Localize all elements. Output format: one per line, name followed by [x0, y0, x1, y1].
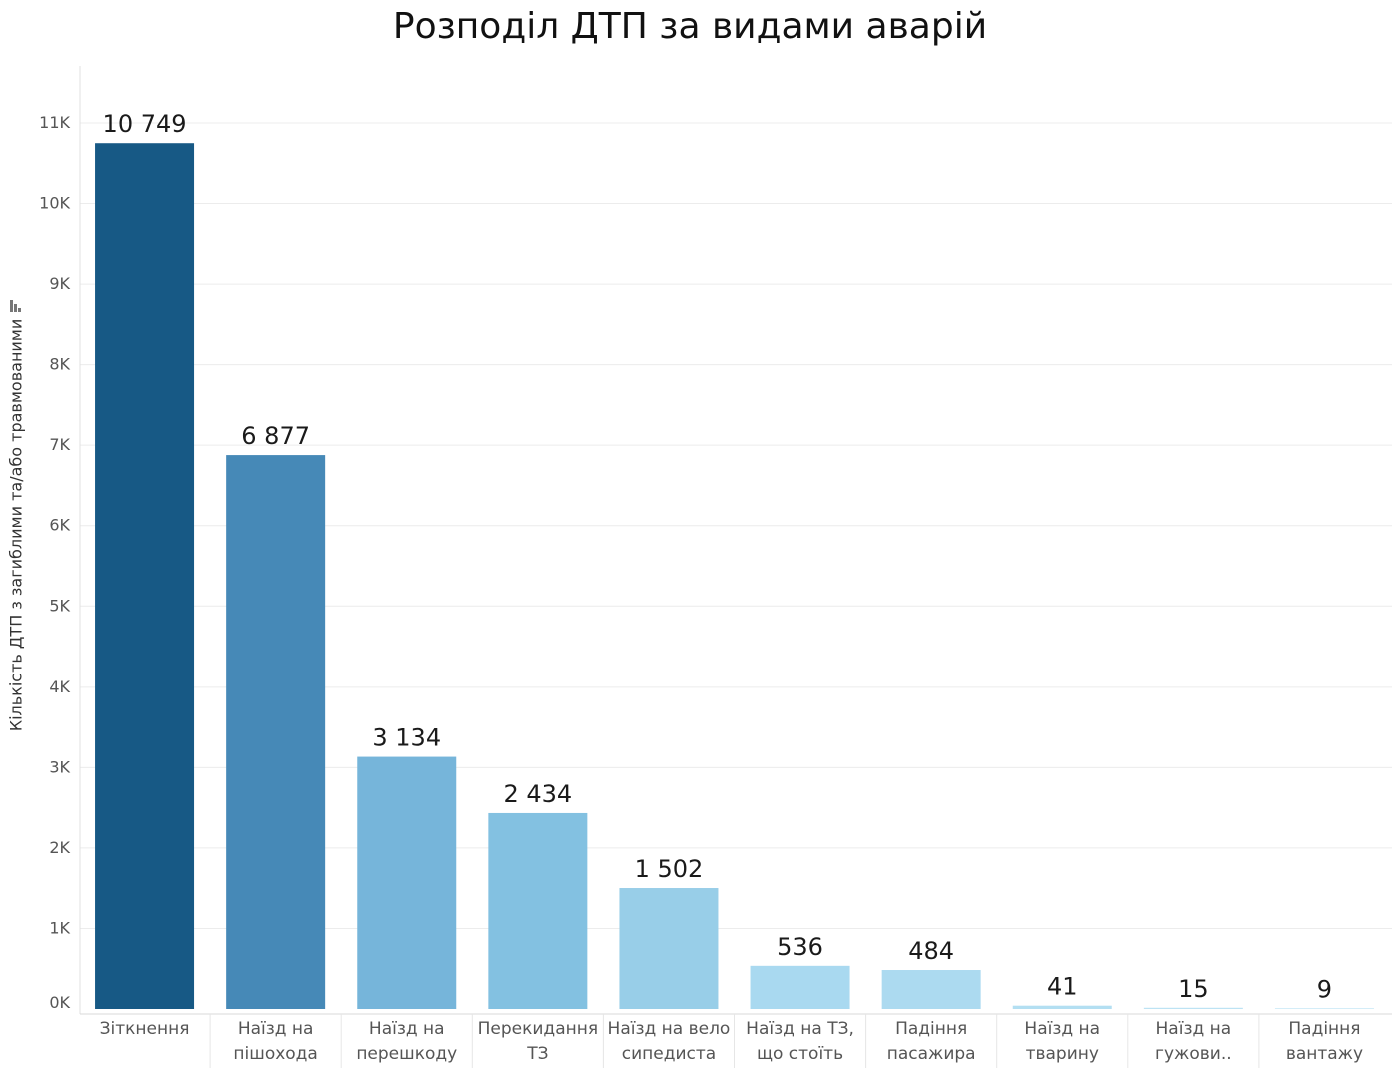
bar [357, 756, 457, 1009]
data-label: 1 502 [635, 855, 704, 883]
x-tick-label: Наїзд на [238, 1019, 314, 1039]
x-tick-label: тварину [1026, 1044, 1099, 1064]
y-tick-label: 6K [49, 516, 70, 535]
x-tick-label: пішохода [233, 1044, 317, 1064]
y-tick-label: 5K [49, 596, 70, 615]
bar [95, 143, 195, 1009]
data-label: 536 [777, 933, 823, 961]
y-tick-label: 10K [39, 194, 70, 213]
y-tick-label: 3K [49, 757, 70, 776]
x-tick-label: Зіткнення [100, 1019, 190, 1039]
x-tick-label: Наїзд на [1156, 1019, 1232, 1039]
y-tick-label: 7K [49, 435, 70, 454]
data-label: 41 [1047, 973, 1078, 1001]
x-tick-label: Падіння [1288, 1019, 1360, 1039]
data-label: 6 877 [241, 422, 310, 450]
x-tick-label: пасажира [887, 1044, 976, 1064]
bar [881, 970, 981, 1009]
x-tick-label: Наїзд на ТЗ, [746, 1019, 854, 1039]
y-tick-label: 2K [49, 838, 70, 857]
bar [1274, 1008, 1374, 1009]
y-tick-label: 9K [49, 274, 70, 293]
x-tick-label: вантажу [1286, 1044, 1363, 1064]
x-tick-label: Наїзд на [369, 1019, 445, 1039]
x-tick-label: Наїзд на вело [608, 1019, 731, 1039]
chart-title: Розподіл ДТП за видами аварій [392, 6, 988, 47]
y-tick-label: 11K [39, 113, 70, 132]
bar [619, 888, 719, 1009]
x-tick-label: Падіння [895, 1019, 967, 1039]
y-tick-label: 4K [49, 677, 70, 696]
bar [226, 455, 326, 1010]
x-tick-label: ТЗ [526, 1044, 548, 1064]
x-tick-label: Перекидання [478, 1019, 598, 1039]
bar [1012, 1005, 1112, 1009]
bar [750, 965, 850, 1009]
x-tick-label: перешкоду [356, 1044, 457, 1064]
x-tick-label: гужови.. [1155, 1044, 1232, 1064]
data-label: 10 749 [103, 110, 187, 138]
data-label: 15 [1178, 975, 1209, 1003]
y-tick-label: 8K [49, 355, 70, 374]
x-tick-label: сипедиста [622, 1044, 716, 1064]
data-label: 9 [1317, 975, 1332, 1003]
x-tick-label: що стоїть [757, 1044, 843, 1064]
x-tick-label: Наїзд на [1024, 1019, 1100, 1039]
y-tick-label: 1K [49, 918, 70, 937]
bar [1143, 1007, 1243, 1009]
data-label: 2 434 [503, 780, 572, 808]
sort-descending-icon[interactable] [8, 298, 22, 312]
bar [488, 812, 588, 1009]
data-label: 484 [908, 937, 954, 965]
y-tick-label: 0K [49, 993, 70, 1012]
data-label: 3 134 [372, 724, 441, 752]
